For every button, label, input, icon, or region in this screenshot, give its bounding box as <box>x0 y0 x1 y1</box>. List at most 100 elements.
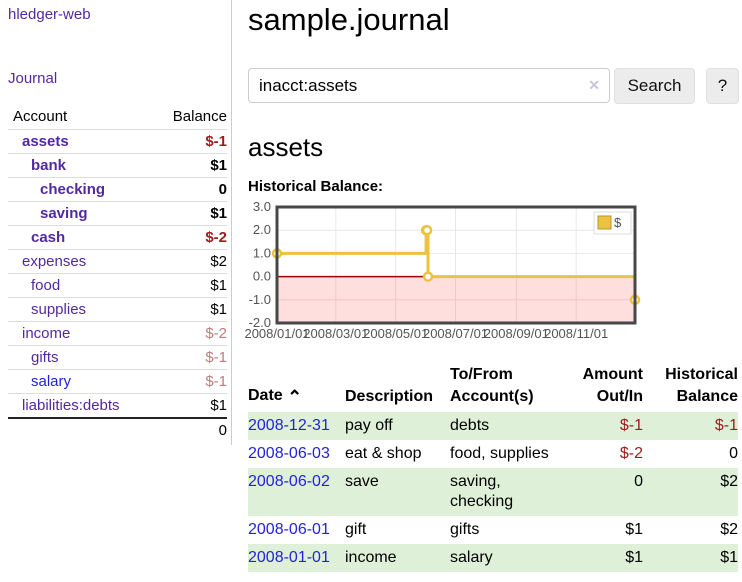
account-link-supplies[interactable]: supplies <box>31 301 87 318</box>
account-balance: $-2 <box>151 225 227 250</box>
account-link-expenses[interactable]: expenses <box>22 253 87 270</box>
account-balance: $-1 <box>151 369 227 394</box>
transaction-description: income <box>345 549 397 566</box>
account-row: saving $1 <box>8 201 227 226</box>
chart-container: $3.0 2.0 1.0 0.0 -1.0 -2.0 2008/01/01 2008/03/0… <box>244 199 742 345</box>
account-balance: $-2 <box>151 321 227 346</box>
sidebar: hledger-web Journal Account Balance asse… <box>0 0 232 445</box>
svg-text:3.0: 3.0 <box>253 199 271 214</box>
transaction-row: 2008-12-31 pay off debts $-1 $-1 <box>248 412 738 440</box>
accounts-header-line1: To/From <box>450 366 513 383</box>
account-link-assets[interactable]: assets <box>22 133 69 150</box>
account-link-checking[interactable]: checking <box>40 181 106 198</box>
amount-column-header: Amount Out/In <box>565 360 643 412</box>
search-input[interactable] <box>248 68 610 103</box>
account-link-saving[interactable]: saving <box>40 205 88 222</box>
account-row: liabilities:debts $1 <box>8 393 227 418</box>
sidebar-item-journal[interactable]: Journal <box>8 70 58 87</box>
account-balance: $2 <box>151 249 227 274</box>
transaction-date-link[interactable]: 2008-06-02 <box>248 473 330 490</box>
transaction-date-link[interactable]: 2008-12-31 <box>248 417 330 434</box>
transaction-amount: $-2 <box>619 445 643 462</box>
transaction-amount: $1 <box>625 521 643 538</box>
account-row: income $-2 <box>8 321 227 346</box>
accounts-total-row: 0 <box>8 417 227 442</box>
transaction-accounts: gifts <box>450 521 480 538</box>
account-link-food[interactable]: food <box>31 277 61 294</box>
account-balance: 0 <box>151 177 227 202</box>
transaction-balance: $2 <box>720 473 738 490</box>
accounts-total-value: 0 <box>151 417 227 442</box>
svg-text:2.0: 2.0 <box>253 222 271 237</box>
account-balance: $-1 <box>151 129 227 154</box>
amount-header-line1: Amount <box>582 366 643 383</box>
balance-column-header: Historical Balance <box>643 360 738 412</box>
transaction-amount: $1 <box>625 549 643 566</box>
clear-search-icon[interactable]: ✕ <box>588 77 600 93</box>
account-table-header: Account Balance <box>8 104 227 130</box>
date-column-header[interactable]: Date ⌃ <box>248 360 345 412</box>
balance-chart: $3.0 2.0 1.0 0.0 -1.0 -2.02008/01/012008/03/0… <box>244 199 641 341</box>
transaction-accounts: salary <box>450 549 493 566</box>
svg-text:2008/09/01: 2008/09/01 <box>484 326 549 341</box>
account-link-liabilities-debts[interactable]: liabilities:debts <box>22 397 120 414</box>
svg-text:2008/03/01: 2008/03/01 <box>303 326 368 341</box>
account-link-bank[interactable]: bank <box>31 157 67 174</box>
account-link-income[interactable]: income <box>22 325 71 342</box>
account-balance: $1 <box>151 393 227 418</box>
page-title: sample.journal <box>248 2 450 37</box>
transaction-row: 2008-06-02 save saving, checking 0 $2 <box>248 468 738 516</box>
svg-text:2008/05/01: 2008/05/01 <box>363 326 428 341</box>
account-row: food $1 <box>8 273 227 298</box>
transaction-row: 2008-06-03 eat & shop food, supplies $-2… <box>248 440 738 468</box>
transaction-accounts: debts <box>450 417 490 434</box>
transaction-description: save <box>345 473 379 490</box>
account-row: checking 0 <box>8 177 227 202</box>
balance-column-header: Balance <box>172 108 227 125</box>
transaction-date-link[interactable]: 2008-06-01 <box>248 521 330 538</box>
date-header-label: Date <box>248 387 283 404</box>
brand-link[interactable]: hledger-web <box>8 6 91 23</box>
account-row: gifts $-1 <box>8 345 227 370</box>
svg-text:2008/11/01: 2008/11/01 <box>544 326 608 341</box>
search-button[interactable]: Search <box>614 68 695 104</box>
chart-title: Historical Balance: <box>248 178 384 195</box>
account-balance: $-1 <box>151 345 227 370</box>
accounts-column-header: To/From Account(s) <box>450 360 565 412</box>
svg-text:-2.0: -2.0 <box>249 315 271 330</box>
help-button[interactable]: ? <box>706 68 739 104</box>
transaction-accounts: saving, checking <box>450 473 514 510</box>
amount-header-line2: Out/In <box>596 388 643 405</box>
account-balance: $1 <box>151 273 227 298</box>
transaction-date-link[interactable]: 2008-06-03 <box>248 445 330 462</box>
transaction-amount: $-1 <box>619 417 643 434</box>
description-column-header: Description <box>345 388 434 405</box>
transaction-balance: $2 <box>720 521 738 538</box>
transaction-description: gift <box>345 521 367 538</box>
account-link-cash[interactable]: cash <box>31 229 66 246</box>
svg-text:$: $ <box>614 215 622 230</box>
transaction-balance: 0 <box>729 445 738 462</box>
transaction-date-link[interactable]: 2008-01-01 <box>248 549 330 566</box>
transaction-balance: $-1 <box>714 417 738 434</box>
transaction-description: eat & shop <box>345 445 422 462</box>
register-table: Date ⌃ Description To/From Account(s) Am… <box>248 360 738 572</box>
account-balance: $1 <box>151 153 227 178</box>
svg-text:2008/07/01: 2008/07/01 <box>423 326 488 341</box>
svg-text:1.0: 1.0 <box>253 245 271 260</box>
account-link-salary[interactable]: salary <box>31 373 72 390</box>
svg-text:0.0: 0.0 <box>253 269 271 284</box>
account-row: assets $-1 <box>8 129 227 154</box>
balance-header-line2: Balance <box>676 388 738 405</box>
register-table-header: Date ⌃ Description To/From Account(s) Am… <box>248 360 738 412</box>
account-balance: $1 <box>151 297 227 322</box>
svg-text:-1.0: -1.0 <box>249 292 271 307</box>
account-heading: assets <box>248 132 324 162</box>
svg-text:2008/01/01: 2008/01/01 <box>244 326 309 341</box>
balance-header-line1: Historical <box>665 366 738 383</box>
accounts-header-line2: Account(s) <box>450 388 534 405</box>
transaction-row: 2008-01-01 income salary $1 $1 <box>248 544 738 572</box>
account-row: bank $1 <box>8 153 227 178</box>
account-link-gifts[interactable]: gifts <box>31 349 59 366</box>
main-content: sample.journal ✕ Search ? assets Histori… <box>244 0 742 582</box>
